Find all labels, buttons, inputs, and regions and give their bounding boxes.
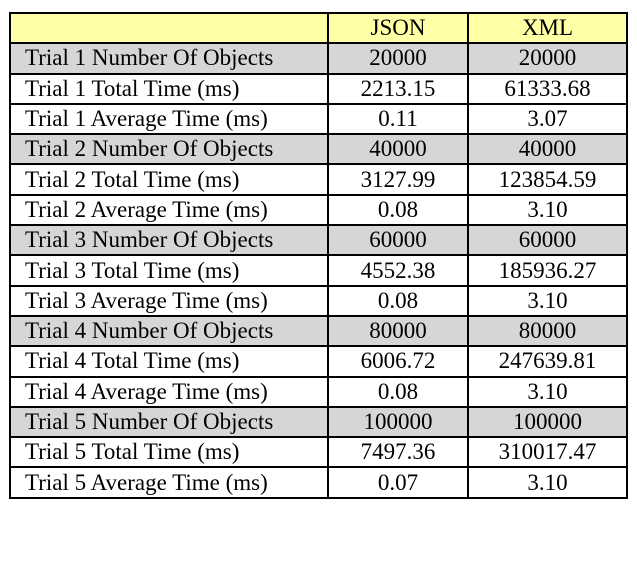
xml-value-cell: 247639.81: [467, 345, 628, 378]
table-row: Trial 3 Average Time (ms) 0.08 3.10: [9, 284, 628, 317]
json-value-cell: 20000: [327, 42, 469, 75]
xml-value-cell: 3.10: [467, 466, 628, 499]
json-value-cell: 7497.36: [327, 436, 469, 469]
json-value-cell: 0.08: [327, 284, 469, 317]
json-value-cell: 100000: [327, 405, 469, 439]
json-value-cell: 6006.72: [327, 345, 469, 378]
xml-value-cell: 40000: [467, 133, 628, 166]
row-label-cell: Trial 2 Average Time (ms): [9, 193, 329, 227]
json-value-cell: 60000: [327, 224, 469, 257]
table-row: Trial 3 Number Of Objects 60000 60000: [9, 224, 628, 257]
xml-value-cell: 3.10: [467, 284, 628, 317]
xml-value-cell: 123854.59: [467, 163, 628, 196]
xml-value-cell: 80000: [467, 314, 628, 348]
row-label-cell: Trial 3 Total Time (ms): [9, 254, 329, 287]
row-label-cell: Trial 3 Number Of Objects: [9, 224, 329, 257]
json-value-cell: 0.11: [327, 102, 469, 136]
json-value-cell: 0.08: [327, 375, 469, 408]
xml-value-cell: 61333.68: [467, 72, 628, 105]
json-value-cell: 3127.99: [327, 163, 469, 196]
row-label-cell: Trial 2 Total Time (ms): [9, 163, 329, 196]
table-row: Trial 1 Average Time (ms) 0.11 3.07: [9, 102, 628, 136]
json-value-cell: 40000: [327, 133, 469, 166]
table-header-row: JSON XML: [9, 11, 628, 45]
table-body: Trial 1 Number Of Objects 20000 20000 Trial…: [9, 42, 628, 499]
row-label-cell: Trial 5 Average Time (ms): [9, 466, 329, 499]
row-label-cell: Trial 1 Number Of Objects: [9, 42, 329, 75]
table-row: Trial 1 Total Time (ms) 2213.15 61333.68: [9, 72, 628, 105]
json-value-cell: 80000: [327, 314, 469, 348]
xml-value-cell: 60000: [467, 224, 628, 257]
row-label-cell: Trial 3 Average Time (ms): [9, 284, 329, 317]
json-value-cell: 4552.38: [327, 254, 469, 287]
table-row: Trial 4 Total Time (ms) 6006.72 247639.81: [9, 345, 628, 378]
table-row: Trial 5 Total Time (ms) 7497.36 310017.47: [9, 436, 628, 469]
xml-value-cell: 3.07: [467, 102, 628, 136]
row-label-cell: Trial 4 Total Time (ms): [9, 345, 329, 378]
json-value-cell: 2213.15: [327, 72, 469, 105]
table-row: Trial 5 Number Of Objects 100000 100000: [9, 405, 628, 439]
table-row: Trial 2 Total Time (ms) 3127.99 123854.59: [9, 163, 628, 196]
row-label-cell: Trial 5 Number Of Objects: [9, 405, 329, 439]
row-label-cell: Trial 2 Number Of Objects: [9, 133, 329, 166]
row-label-cell: Trial 1 Average Time (ms): [9, 102, 329, 136]
table-row: Trial 4 Number Of Objects 80000 80000: [9, 314, 628, 348]
row-label-cell: Trial 4 Average Time (ms): [9, 375, 329, 408]
header-cell-xml: XML: [467, 11, 628, 45]
xml-value-cell: 185936.27: [467, 254, 628, 287]
table-row: Trial 1 Number Of Objects 20000 20000: [9, 42, 628, 75]
row-label-cell: Trial 4 Number Of Objects: [9, 314, 329, 348]
xml-value-cell: 100000: [467, 405, 628, 439]
table-row: Trial 5 Average Time (ms) 0.07 3.10: [9, 466, 628, 499]
table-row: Trial 3 Total Time (ms) 4552.38 185936.27: [9, 254, 628, 287]
xml-value-cell: 20000: [467, 42, 628, 75]
row-label-cell: Trial 5 Total Time (ms): [9, 436, 329, 469]
json-value-cell: 0.07: [327, 466, 469, 499]
header-cell-json: JSON: [327, 11, 469, 45]
table-row: Trial 2 Number Of Objects 40000 40000: [9, 133, 628, 166]
xml-value-cell: 3.10: [467, 193, 628, 227]
json-value-cell: 0.08: [327, 193, 469, 227]
header-cell-label: [9, 11, 329, 45]
xml-value-cell: 3.10: [467, 375, 628, 408]
table-row: Trial 2 Average Time (ms) 0.08 3.10: [9, 193, 628, 227]
results-table: JSON XML Trial 1 Number Of Objects 20000 2…: [9, 11, 628, 499]
table-row: Trial 4 Average Time (ms) 0.08 3.10: [9, 375, 628, 408]
xml-value-cell: 310017.47: [467, 436, 628, 469]
row-label-cell: Trial 1 Total Time (ms): [9, 72, 329, 105]
